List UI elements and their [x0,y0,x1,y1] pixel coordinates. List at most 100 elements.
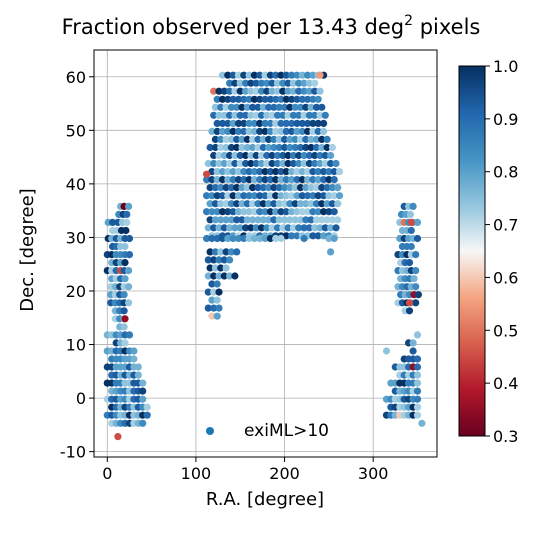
data-point [265,143,273,152]
data-point [250,234,258,243]
data-point [203,176,211,184]
data-point [215,272,223,280]
data-point [265,103,273,111]
data-point [266,168,274,176]
data-point [407,226,415,235]
data-point [307,103,315,111]
data-point [298,208,306,216]
data-point [300,111,308,119]
data-point [213,296,221,304]
data-point [208,176,216,184]
data-point [249,103,257,111]
data-point [279,159,287,168]
data-point [268,151,276,160]
data-point [272,95,280,103]
data-point [293,127,301,135]
data-point [215,304,223,312]
data-point [139,419,147,427]
data-point [234,71,243,79]
data-point [312,184,321,192]
data-point [307,200,315,208]
data-point [252,159,260,168]
data-point [273,224,282,232]
data-point [289,151,297,160]
data-point [208,296,216,304]
data-point [217,264,225,272]
data-point [323,135,331,143]
legend-marker [206,427,214,435]
data-point [330,176,338,184]
data-point [226,224,234,232]
data-point [272,168,280,176]
data-point [218,192,227,200]
data-point [259,184,267,192]
data-point [257,79,266,87]
data-point [412,267,420,275]
data-point [215,111,223,119]
data-point [211,103,219,111]
data-point [206,264,214,272]
data-point [266,208,274,216]
data-point [293,232,301,240]
data-point [236,159,244,168]
data-point [247,151,255,160]
data-point [240,71,248,79]
data-point [211,135,219,143]
data-point [284,159,292,168]
data-point [206,200,214,208]
data-point [256,208,264,216]
data-point [263,79,271,87]
data-point [206,216,214,224]
y-tick-label: 60 [66,68,86,87]
data-point [318,103,326,111]
data-point [229,119,237,127]
data-point [288,119,296,127]
data-point [325,192,333,200]
data-point [238,200,246,208]
data-point [413,411,422,419]
data-point [321,159,329,168]
data-point [139,395,147,403]
data-point [321,224,329,232]
colorbar-tick-label: 0.7 [493,216,518,235]
data-point [252,224,260,232]
data-point [242,151,250,160]
data-point [277,168,285,176]
data-point [231,111,239,119]
data-point [121,259,129,267]
data-point [222,216,230,224]
data-point [130,347,138,355]
data-point [302,216,310,224]
data-point [413,371,422,379]
data-point [261,71,269,79]
data-point [210,304,218,312]
data-point [316,224,324,232]
data-point [273,79,282,87]
data-point [222,135,230,143]
x-axis-ticks: 0 100 200 300 [102,457,388,483]
data-point [300,79,308,87]
data-point [284,224,292,232]
data-point [282,71,290,79]
data-point [320,208,328,216]
data-point [314,119,322,127]
data-point [222,143,230,152]
data-point [122,226,130,235]
data-point [220,111,228,119]
data-point [227,200,235,208]
data-point [256,95,264,103]
data-point [277,119,285,127]
data-point [298,119,306,127]
data-point [330,168,338,176]
data-point [286,143,294,152]
data-point [281,103,289,111]
data-point [275,103,283,111]
data-point [284,79,292,87]
data-point [277,234,285,243]
data-point [320,127,328,135]
data-point [121,339,129,347]
data-point [227,103,235,111]
data-point [296,184,305,192]
data-point [125,299,133,307]
data-point [321,151,329,160]
